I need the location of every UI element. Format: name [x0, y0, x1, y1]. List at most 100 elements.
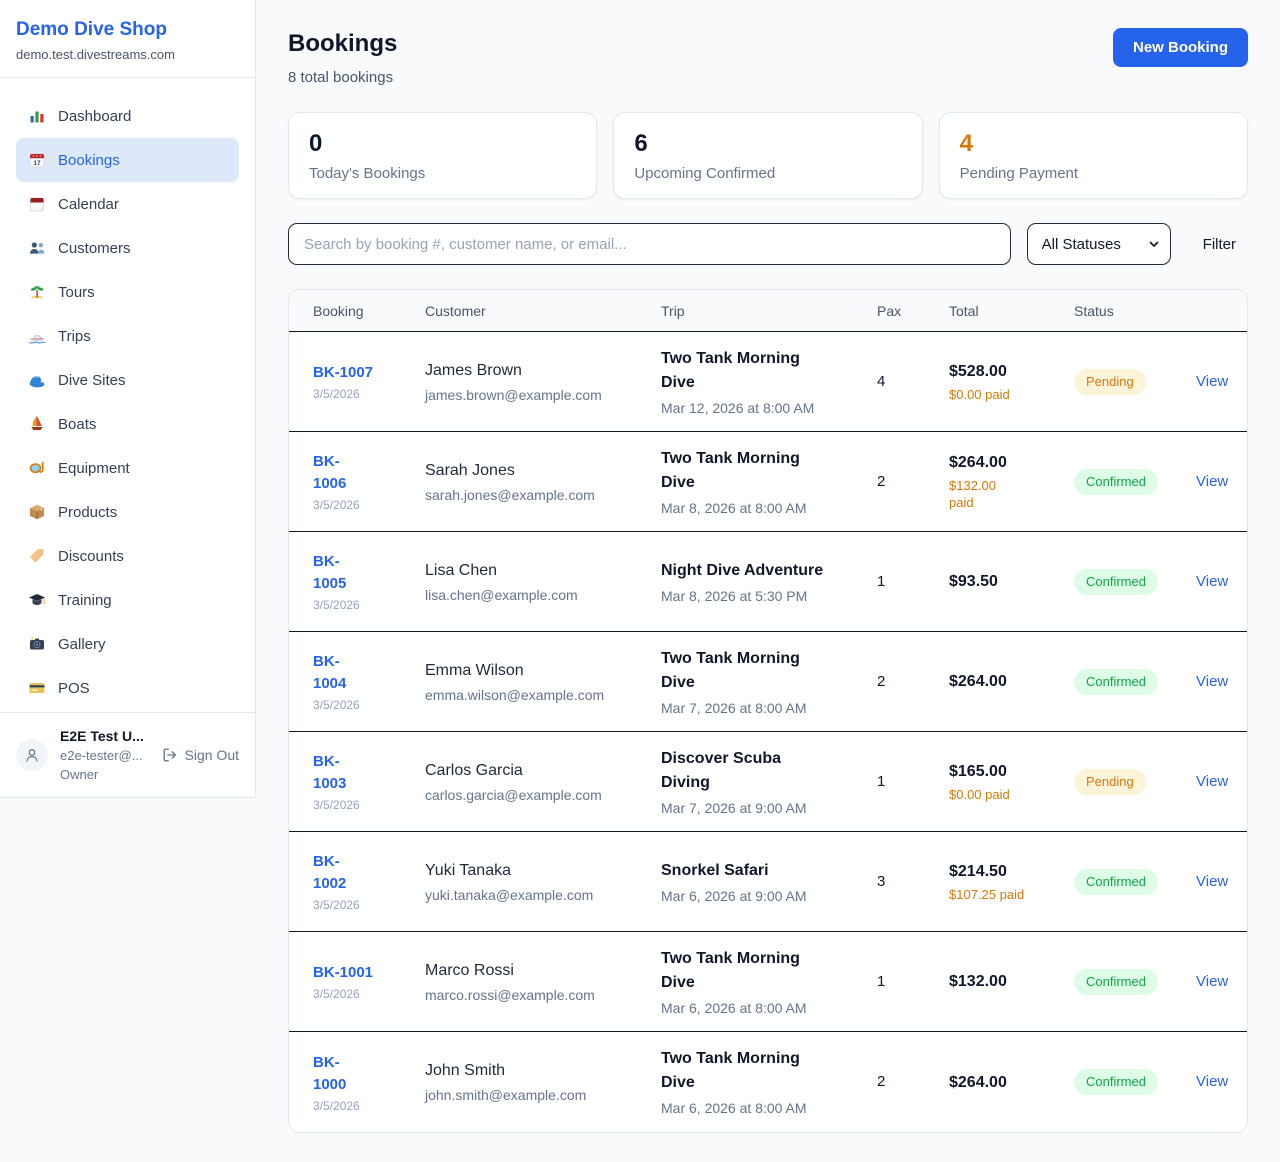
search-input[interactable] — [288, 223, 1011, 265]
total-amount: $93.50 — [949, 573, 998, 590]
action-cell: View — [1196, 373, 1231, 391]
view-link[interactable]: View — [1196, 972, 1229, 990]
customer-name: Lisa Chen — [425, 561, 498, 579]
bookings-count: 8 total bookings — [288, 69, 394, 86]
stat-label: Pending Payment — [959, 165, 1079, 182]
view-link[interactable]: View — [1196, 672, 1229, 690]
sidebar-item-tours[interactable]: Tours — [16, 270, 239, 314]
sidebar-item-pos[interactable]: POS — [16, 666, 239, 710]
spiral-calendar-icon: 17 — [28, 151, 46, 169]
status-cell: Confirmed — [1074, 568, 1196, 595]
view-link[interactable]: View — [1196, 1073, 1229, 1090]
total-amount: $264.00 — [949, 1073, 1007, 1091]
booking-id-link[interactable]: BK- 1000 — [313, 1053, 347, 1093]
sidebar-panel: Demo Dive Shop demo.test.divestreams.com… — [0, 0, 256, 798]
stat-value: 4 — [959, 130, 974, 157]
pax-cell: 2 — [877, 673, 949, 691]
booking-date: 3/5/2026 — [313, 387, 360, 401]
total-cell: $214.50 $107.25 paid — [949, 861, 1074, 903]
booking-id-link[interactable]: BK- 1003 — [313, 753, 347, 792]
pax-value: 2 — [877, 672, 886, 690]
view-link[interactable]: View — [1196, 472, 1229, 490]
table-row: BK-1007 3/5/2026 James Brown james.brown… — [289, 332, 1247, 432]
filter-button[interactable]: Filter — [1202, 235, 1236, 253]
avatar — [16, 739, 48, 771]
view-link[interactable]: View — [1196, 772, 1229, 790]
sidebar-item-products[interactable]: Products — [16, 490, 239, 534]
sidebar-item-gallery[interactable]: Gallery — [16, 622, 239, 666]
sidebar-item-bookings[interactable]: 17 Bookings — [16, 138, 239, 182]
status-cell: Confirmed — [1074, 468, 1196, 495]
customer-name: James Brown — [425, 361, 522, 379]
sidebar-item-dashboard[interactable]: Dashboard — [16, 94, 239, 138]
status-cell: Confirmed — [1074, 1069, 1196, 1095]
column-header-total: Total — [949, 302, 979, 319]
customer-email: john.smith@example.com — [425, 1087, 587, 1103]
user-email: e2e-tester@... — [60, 748, 143, 763]
view-link[interactable]: View — [1196, 572, 1229, 590]
sidebar-item-equipment[interactable]: Equipment — [16, 446, 239, 490]
booking-id-link[interactable]: BK- 1004 — [313, 653, 347, 692]
sidebar-item-calendar[interactable]: Calendar — [16, 182, 239, 226]
customer-name: Emma Wilson — [425, 661, 524, 679]
sidebar-item-label: Products — [58, 503, 118, 521]
customer-email: james.brown@example.com — [425, 386, 602, 403]
table-row: BK- 1003 3/5/2026 Carlos Garcia carlos.g… — [289, 732, 1247, 832]
sign-out-icon — [163, 748, 176, 762]
booking-cell: BK-1007 3/5/2026 — [313, 362, 425, 401]
sidebar-item-label: Trips — [58, 327, 91, 345]
booking-id-link[interactable]: BK-1001 — [313, 964, 374, 981]
trip-cell: Two Tank Morning Dive Mar 8, 2026 at 8:0… — [661, 447, 877, 517]
trip-name: Two Tank Morning Dive — [661, 1050, 800, 1091]
status-cell: Pending — [1074, 768, 1196, 795]
customer-email: marco.rossi@example.com — [425, 986, 595, 1003]
view-link[interactable]: View — [1196, 872, 1229, 890]
trip-datetime: Mar 7, 2026 at 8:00 AM — [661, 699, 807, 716]
sidebar-item-discounts[interactable]: Discounts — [16, 534, 239, 578]
trip-name: Snorkel Safari — [661, 861, 769, 879]
sidebar-item-label: Discounts — [58, 547, 124, 565]
view-link[interactable]: View — [1196, 372, 1229, 390]
sidebar-item-label: Gallery — [58, 635, 106, 653]
booking-id-link[interactable]: BK- 1006 — [313, 453, 347, 492]
sign-out-label: Sign Out — [184, 747, 239, 763]
sidebar-item-dive-sites[interactable]: Dive Sites — [16, 358, 239, 402]
trip-datetime: Mar 8, 2026 at 8:00 AM — [661, 499, 807, 516]
sign-out-button[interactable]: Sign Out — [162, 747, 239, 763]
speedboat-icon — [28, 327, 46, 345]
column-header-customer: Customer — [425, 302, 486, 319]
table-row: BK-1001 3/5/2026 Marco Rossi marco.rossi… — [289, 932, 1247, 1032]
tear-off-calendar-icon — [28, 195, 46, 213]
booking-id-link[interactable]: BK- 1005 — [313, 553, 347, 592]
trip-datetime: Mar 6, 2026 at 8:00 AM — [661, 1100, 807, 1116]
sidebar-item-label: POS — [58, 679, 90, 697]
sidebar-item-training[interactable]: Training — [16, 578, 239, 622]
action-cell: View — [1196, 873, 1231, 891]
booking-id-link[interactable]: BK- 1002 — [313, 853, 347, 892]
total-amount: $214.50 — [949, 862, 1007, 880]
table-row: BK- 1000 3/5/2026 John Smith john.smith@… — [289, 1032, 1247, 1132]
booking-id-link[interactable]: BK-1007 — [313, 364, 374, 381]
total-amount: $264.00 — [949, 454, 1007, 471]
booking-date: 3/5/2026 — [313, 798, 360, 812]
stat-card: 0 Today's Bookings — [288, 112, 598, 199]
stat-value: 6 — [634, 130, 648, 157]
total-amount: $528.00 — [949, 362, 1007, 380]
sidebar-item-customers[interactable]: Customers — [16, 226, 239, 270]
customer-email: emma.wilson@example.com — [425, 686, 605, 703]
stats-cards: 0 Today's Bookings 6 Upcoming Confirmed … — [288, 112, 1248, 199]
sidebar-item-trips[interactable]: Trips — [16, 314, 239, 358]
booking-date: 3/5/2026 — [313, 698, 360, 712]
new-booking-button[interactable]: New Booking — [1112, 28, 1248, 67]
status-badge: Confirmed — [1074, 668, 1158, 695]
trip-cell: Snorkel Safari Mar 6, 2026 at 9:00 AM — [661, 859, 877, 905]
column-header-pax: Pax — [877, 302, 902, 319]
sidebar-item-boats[interactable]: Boats — [16, 402, 239, 446]
sidebar-item-label: Dashboard — [58, 107, 132, 125]
trip-datetime: Mar 7, 2026 at 9:00 AM — [661, 799, 807, 816]
stat-card: 6 Upcoming Confirmed — [613, 112, 923, 199]
sidebar-nav: Dashboard 17 Bookings Calendar Customers… — [0, 78, 255, 712]
status-select[interactable]: All Statuses — [1026, 223, 1171, 265]
status-badge: Pending — [1074, 768, 1146, 795]
action-cell: View — [1196, 1073, 1231, 1091]
